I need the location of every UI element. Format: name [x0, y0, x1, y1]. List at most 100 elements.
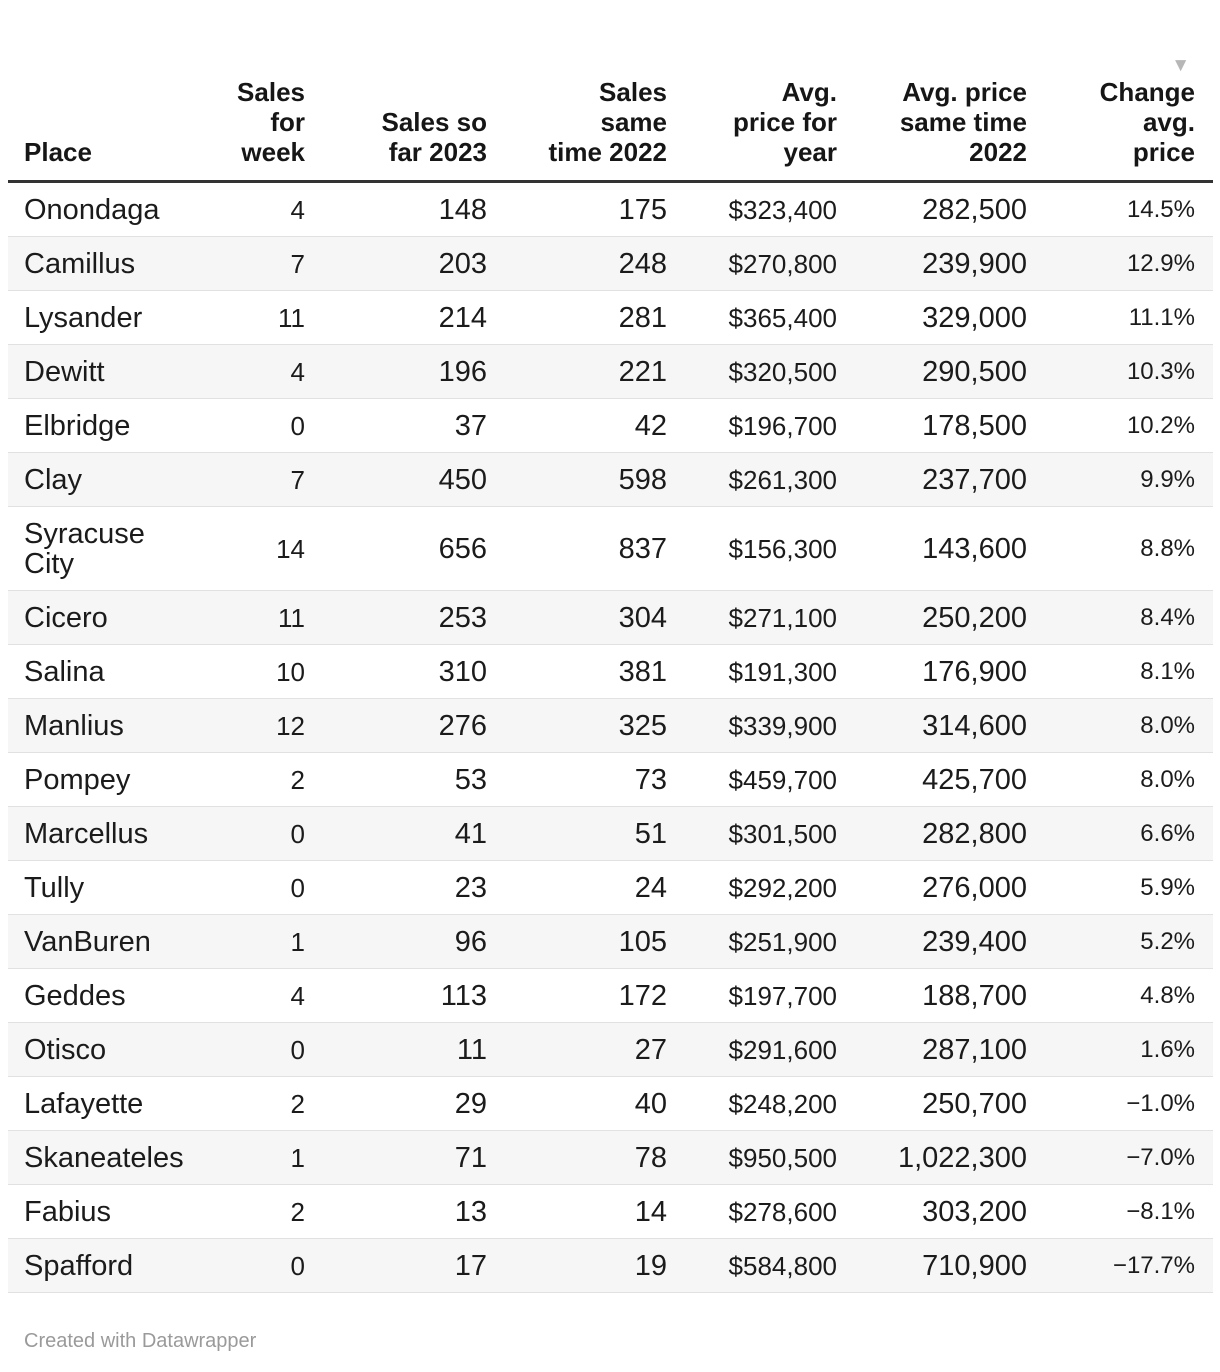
cell-avg-price-for-year: $292,200	[667, 860, 837, 915]
cell-place: Camillus	[8, 236, 178, 291]
cell-sales-so-far-2023: 113	[305, 968, 487, 1023]
table-row: Cicero 11 253 304 $271,100 250,200 8.4%	[8, 590, 1213, 645]
cell-avg-price-same-time-2022: 287,100	[837, 1022, 1027, 1077]
cell-sales-same-time-2022: 221	[487, 344, 667, 399]
cell-change-avg-price: 8.0%	[1027, 752, 1213, 807]
cell-change-avg-price: 6.6%	[1027, 806, 1213, 861]
cell-place: Salina	[8, 644, 178, 699]
cell-sales-for-week: 4	[178, 181, 305, 237]
cell-sales-for-week: 4	[178, 968, 305, 1023]
cell-sales-for-week: 2	[178, 1076, 305, 1131]
cell-avg-price-same-time-2022: 188,700	[837, 968, 1027, 1023]
table-row: Lafayette 2 29 40 $248,200 250,700 −1.0%	[8, 1076, 1213, 1131]
sort-descending-icon: ▼	[1171, 54, 1190, 76]
cell-sales-for-week: 11	[178, 290, 305, 345]
table-row: Otisco 0 11 27 $291,600 287,100 1.6%	[8, 1022, 1213, 1077]
cell-sales-same-time-2022: 172	[487, 968, 667, 1023]
cell-sales-for-week: 10	[178, 644, 305, 699]
cell-avg-price-same-time-2022: 250,200	[837, 590, 1027, 645]
cell-sales-same-time-2022: 381	[487, 644, 667, 699]
col-header-sales-so-far-2023[interactable]: Sales so far 2023	[305, 40, 487, 183]
cell-change-avg-price: 8.0%	[1027, 698, 1213, 753]
cell-sales-so-far-2023: 253	[305, 590, 487, 645]
cell-avg-price-same-time-2022: 1,022,300	[837, 1130, 1027, 1185]
cell-avg-price-same-time-2022: 276,000	[837, 860, 1027, 915]
cell-change-avg-price: 1.6%	[1027, 1022, 1213, 1077]
col-header-avg-price-for-year[interactable]: Avg. price for year	[667, 40, 837, 183]
cell-sales-for-week: 0	[178, 806, 305, 861]
col-header-change-avg-price-label: Change avg. price	[1099, 76, 1195, 167]
table-row: Clay 7 450 598 $261,300 237,700 9.9%	[8, 452, 1213, 507]
cell-avg-price-for-year: $278,600	[667, 1184, 837, 1239]
cell-avg-price-for-year: $156,300	[667, 506, 837, 591]
cell-sales-for-week: 12	[178, 698, 305, 753]
cell-change-avg-price: −7.0%	[1027, 1130, 1213, 1185]
cell-avg-price-for-year: $323,400	[667, 181, 837, 237]
col-header-sales-for-week[interactable]: Sales for week	[178, 40, 305, 183]
cell-place: Cicero	[8, 590, 178, 645]
cell-place: Elbridge	[8, 398, 178, 453]
cell-place: Spafford	[8, 1238, 178, 1293]
cell-sales-same-time-2022: 281	[487, 290, 667, 345]
cell-sales-same-time-2022: 14	[487, 1184, 667, 1239]
cell-sales-same-time-2022: 248	[487, 236, 667, 291]
datawrapper-credit-link[interactable]: Created with Datawrapper	[24, 1329, 257, 1352]
cell-change-avg-price: 11.1%	[1027, 290, 1213, 345]
cell-sales-same-time-2022: 175	[487, 181, 667, 237]
table-row: Marcellus 0 41 51 $301,500 282,800 6.6%	[8, 806, 1213, 861]
col-header-place[interactable]: Place	[8, 40, 178, 183]
cell-sales-same-time-2022: 325	[487, 698, 667, 753]
cell-sales-for-week: 14	[178, 506, 305, 591]
cell-sales-for-week: 1	[178, 1130, 305, 1185]
table-row: VanBuren 1 96 105 $251,900 239,400 5.2%	[8, 914, 1213, 969]
table-row: Lysander 11 214 281 $365,400 329,000 11.1%	[8, 290, 1213, 345]
col-header-change-avg-price[interactable]: ▼ Change avg. price	[1027, 40, 1213, 183]
col-header-avg-price-same-time-2022[interactable]: Avg. price same time 2022	[837, 40, 1027, 183]
cell-sales-so-far-2023: 276	[305, 698, 487, 753]
cell-sales-for-week: 0	[178, 1238, 305, 1293]
cell-place: Clay	[8, 452, 178, 507]
cell-change-avg-price: 4.8%	[1027, 968, 1213, 1023]
cell-sales-so-far-2023: 11	[305, 1022, 487, 1077]
cell-sales-same-time-2022: 27	[487, 1022, 667, 1077]
cell-sales-so-far-2023: 450	[305, 452, 487, 507]
cell-place: Pompey	[8, 752, 178, 807]
cell-avg-price-same-time-2022: 282,500	[837, 181, 1027, 237]
cell-sales-so-far-2023: 53	[305, 752, 487, 807]
cell-avg-price-for-year: $459,700	[667, 752, 837, 807]
table-row: Syracuse City 14 656 837 $156,300 143,600 8.8%	[8, 506, 1213, 591]
table-body: Onondaga 4 148 175 $323,400 282,500 14.5% Camil…	[8, 181, 1213, 1293]
cell-place: Manlius	[8, 698, 178, 753]
cell-sales-same-time-2022: 837	[487, 506, 667, 591]
cell-place: Onondaga	[8, 181, 178, 237]
table-row: Fabius 2 13 14 $278,600 303,200 −8.1%	[8, 1184, 1213, 1239]
cell-sales-so-far-2023: 96	[305, 914, 487, 969]
col-header-sales-same-time-2022[interactable]: Sales same time 2022	[487, 40, 667, 183]
cell-place: Lafayette	[8, 1076, 178, 1131]
cell-sales-same-time-2022: 19	[487, 1238, 667, 1293]
table-row: Pompey 2 53 73 $459,700 425,700 8.0%	[8, 752, 1213, 807]
cell-avg-price-for-year: $197,700	[667, 968, 837, 1023]
table-row: Onondaga 4 148 175 $323,400 282,500 14.5%	[8, 181, 1213, 237]
cell-sales-so-far-2023: 214	[305, 290, 487, 345]
cell-avg-price-same-time-2022: 143,600	[837, 506, 1027, 591]
cell-sales-for-week: 0	[178, 1022, 305, 1077]
cell-change-avg-price: 8.8%	[1027, 506, 1213, 591]
cell-place: Fabius	[8, 1184, 178, 1239]
cell-place: VanBuren	[8, 914, 178, 969]
cell-change-avg-price: 14.5%	[1027, 181, 1213, 237]
cell-avg-price-for-year: $291,600	[667, 1022, 837, 1077]
cell-sales-so-far-2023: 13	[305, 1184, 487, 1239]
cell-avg-price-same-time-2022: 314,600	[837, 698, 1027, 753]
cell-avg-price-for-year: $365,400	[667, 290, 837, 345]
cell-sales-so-far-2023: 203	[305, 236, 487, 291]
cell-sales-same-time-2022: 304	[487, 590, 667, 645]
table-row: Salina 10 310 381 $191,300 176,900 8.1%	[8, 644, 1213, 699]
cell-avg-price-same-time-2022: 290,500	[837, 344, 1027, 399]
cell-avg-price-same-time-2022: 303,200	[837, 1184, 1027, 1239]
cell-sales-same-time-2022: 51	[487, 806, 667, 861]
cell-place: Otisco	[8, 1022, 178, 1077]
cell-avg-price-for-year: $191,300	[667, 644, 837, 699]
cell-sales-so-far-2023: 23	[305, 860, 487, 915]
cell-place: Tully	[8, 860, 178, 915]
